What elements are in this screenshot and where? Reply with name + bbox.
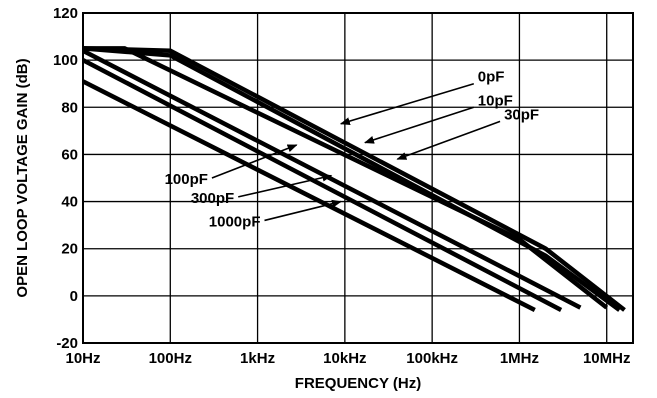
x-tick-label: 10kHz bbox=[323, 350, 366, 367]
y-tick-label: 80 bbox=[61, 99, 78, 116]
series-line-300pf bbox=[81, 58, 563, 312]
x-tick-labels: 10Hz 100Hz 1kHz 10kHz 100kHz 1MHz 10MHz bbox=[65, 350, 630, 367]
y-tick-label: 40 bbox=[61, 194, 78, 211]
x-tick-label: 10MHz bbox=[583, 350, 631, 367]
annotation-label-0pf: 0pF bbox=[478, 69, 505, 86]
series-line-10pf bbox=[82, 46, 621, 312]
y-tick-label: 120 bbox=[53, 5, 78, 22]
x-tick-label: 1MHz bbox=[500, 350, 539, 367]
y-axis-title: OPEN LOOP VOLTAGE GAIN (dB) bbox=[14, 58, 31, 297]
annotation-label-1000pf: 1000pF bbox=[209, 213, 261, 230]
annotation-label-10pf: 10pF bbox=[478, 92, 513, 109]
x-tick-label: 1kHz bbox=[240, 350, 275, 367]
y-tick-label: 100 bbox=[53, 52, 78, 69]
series-line-30pf bbox=[83, 46, 609, 310]
annotation-arrow bbox=[238, 173, 333, 198]
x-tick-label: 100kHz bbox=[406, 350, 458, 367]
annotation-arrow bbox=[364, 106, 475, 144]
x-tick-label: 100Hz bbox=[149, 350, 192, 367]
annotation-label-100pf: 100pF bbox=[165, 171, 208, 188]
x-tick-label: 10Hz bbox=[65, 350, 100, 367]
annotation-arrow bbox=[339, 82, 475, 126]
y-tick-label: 0 bbox=[70, 288, 78, 305]
x-axis-title: FREQUENCY (Hz) bbox=[295, 375, 421, 392]
y-tick-label: 20 bbox=[61, 241, 78, 258]
y-tick-labels: -20 0 20 40 60 80 100 120 bbox=[53, 5, 78, 352]
series-line-100pf bbox=[81, 48, 582, 310]
y-tick-label: 60 bbox=[61, 146, 78, 163]
annotation-label-30pf: 30pF bbox=[504, 106, 539, 123]
series-lines bbox=[81, 46, 626, 313]
annotation-label-300pf: 300pF bbox=[191, 190, 234, 207]
annotation-arrow bbox=[396, 120, 501, 160]
annotation-arrow bbox=[211, 144, 298, 179]
annotation-arrow bbox=[264, 199, 342, 222]
plot-frame bbox=[82, 12, 634, 344]
y-tick-label: -20 bbox=[56, 335, 78, 352]
series-line-1000pf bbox=[81, 79, 536, 313]
